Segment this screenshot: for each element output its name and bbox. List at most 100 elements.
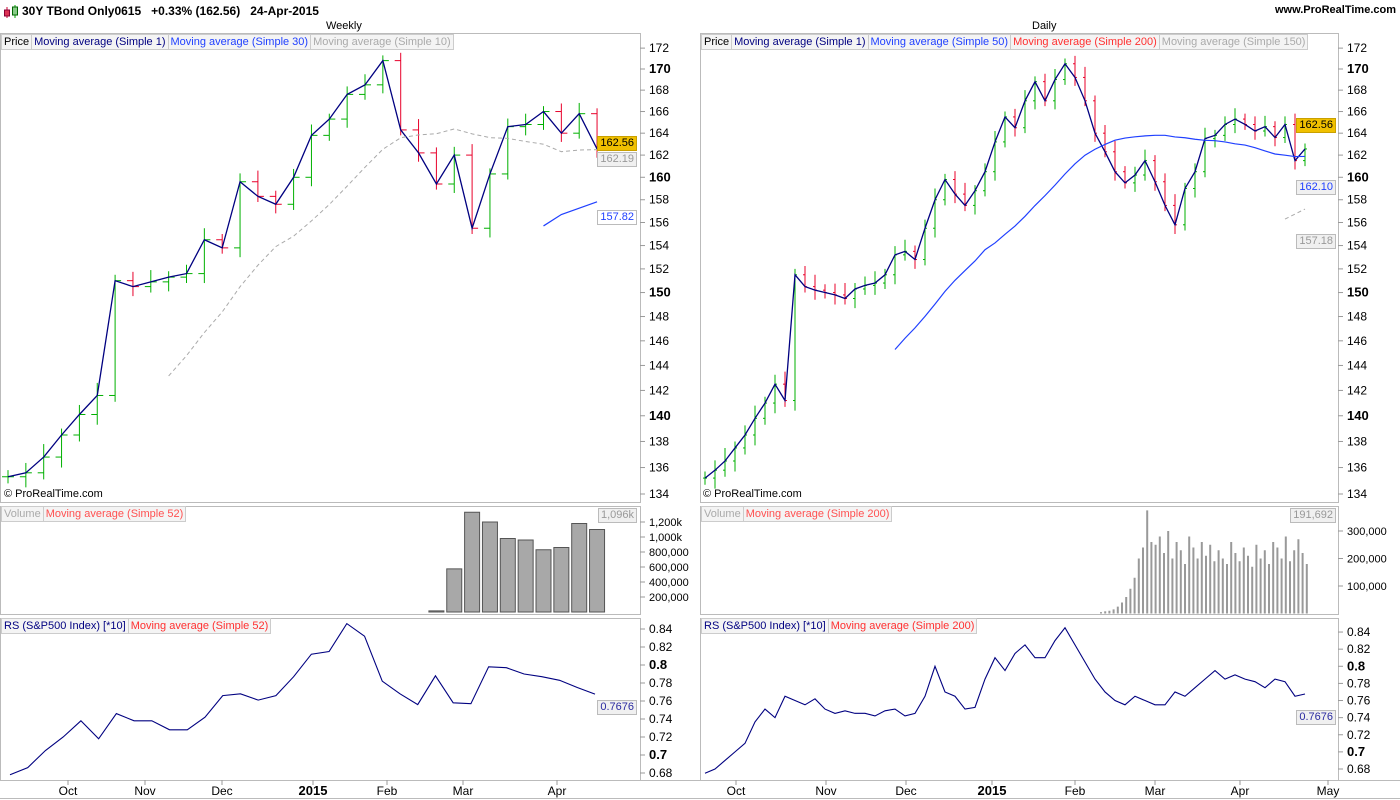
- panel-frame: [700, 506, 1339, 615]
- price-tick-label: 166: [649, 105, 669, 119]
- panel-frame: [700, 618, 1339, 781]
- rs-tick-label: 0.76: [1347, 694, 1371, 708]
- weekly-price-legend: Price Moving average (Simple 1) Moving a…: [1, 34, 454, 50]
- daily-ma50-tag: 162.10: [1296, 180, 1336, 195]
- price-tick-label: 140: [1347, 408, 1369, 423]
- legend-ma10[interactable]: Moving average (Simple 10): [310, 34, 454, 50]
- volume-bar: [1104, 611, 1107, 614]
- volume-bar: [1259, 558, 1262, 614]
- legend-ma150[interactable]: Moving average (Simple 150): [1158, 34, 1309, 50]
- rs-tick-label: 0.84: [649, 622, 673, 636]
- legend-price[interactable]: Price: [701, 34, 733, 50]
- volume-bar: [1205, 555, 1207, 614]
- rs-tick-label: 0.74: [1347, 711, 1371, 725]
- weekly-rs-tag: 0.7676: [597, 700, 637, 715]
- x-tick-label: Oct: [727, 784, 746, 798]
- price-tick-label: 144: [1347, 358, 1367, 372]
- price-tick-label: 170: [1347, 61, 1369, 76]
- price-tick-label: 168: [1347, 83, 1367, 97]
- daily-rs-legend: RS (S&P500 Index) [*10] Moving average (…: [701, 618, 978, 634]
- volume-bar: [517, 539, 534, 613]
- instrument-title: 30Y TBond Only0615 +0.33% (162.56) 24-Ap…: [22, 4, 319, 18]
- price-tick-label: 160: [1347, 169, 1369, 184]
- legend-rs-ma[interactable]: Moving average (Simple 200): [827, 618, 978, 634]
- price-tick-label: 164: [649, 126, 669, 140]
- volume-bar: [1150, 542, 1153, 614]
- volume-bar: [1146, 510, 1149, 614]
- volume-bar: [1251, 566, 1254, 614]
- legend-price[interactable]: Price: [1, 34, 33, 50]
- price-tick-label: 138: [649, 434, 669, 448]
- volume-bar: [1154, 544, 1157, 614]
- price-tick-label: 164: [1347, 126, 1367, 140]
- x-tick-label: Dec: [895, 784, 916, 798]
- volume-bar: [1293, 550, 1296, 614]
- price-tick-label: 166: [1347, 105, 1367, 119]
- price-tick-label: 162: [649, 148, 669, 162]
- site-link[interactable]: www.ProRealTime.com: [1274, 4, 1396, 16]
- volume-bar: [1171, 558, 1174, 614]
- legend-volume[interactable]: Volume: [701, 506, 744, 522]
- daily-rs-tag: 0.7676: [1296, 710, 1336, 725]
- volume-tick-label: 200,000: [649, 592, 689, 604]
- x-tick-label: Mar: [1145, 784, 1166, 798]
- ma10-line: [168, 128, 598, 377]
- price-tick-label: 156: [1347, 215, 1367, 229]
- legend-volume-ma[interactable]: Moving average (Simple 52): [42, 506, 187, 522]
- volume-bar: [1263, 550, 1266, 614]
- ma1-line: [7, 59, 598, 478]
- price-tick-label: 156: [649, 215, 669, 229]
- legend-ma50[interactable]: Moving average (Simple 50): [867, 34, 1012, 50]
- price-tick-label: 148: [1347, 310, 1367, 324]
- volume-bar: [1137, 558, 1140, 614]
- legend-ma200[interactable]: Moving average (Simple 200): [1010, 34, 1160, 50]
- volume-bar: [499, 538, 516, 613]
- volume-bar: [446, 568, 463, 613]
- price-tick-label: 134: [649, 487, 669, 501]
- volume-tick-label: 400,000: [649, 577, 689, 589]
- legend-ma1[interactable]: Moving average (Simple 1): [31, 34, 169, 50]
- volume-bar: [1226, 564, 1228, 614]
- daily-last-price-tag: 162.56: [1296, 118, 1336, 133]
- rs-tick-label: 0.8: [649, 657, 667, 672]
- volume-bar: [1175, 542, 1178, 614]
- legend-ma30[interactable]: Moving average (Simple 30): [167, 34, 312, 50]
- ma1-line: [704, 62, 1306, 479]
- rs-tick-label: 0.78: [649, 676, 673, 690]
- volume-bar: [1192, 547, 1195, 614]
- volume-bar: [1108, 610, 1111, 614]
- legend-volume-ma[interactable]: Moving average (Simple 200): [742, 506, 893, 522]
- price-tick-label: 152: [1347, 262, 1367, 276]
- volume-bar: [428, 610, 445, 613]
- x-tick-label: Oct: [59, 784, 78, 798]
- legend-rs[interactable]: RS (S&P500 Index) [*10]: [1, 618, 129, 634]
- weekly-ma30-tag: 157.82: [597, 210, 637, 225]
- daily-ma150-tag: 157.18: [1296, 234, 1336, 249]
- volume-bar: [1167, 531, 1170, 614]
- x-tick-label: 2015: [299, 783, 328, 798]
- volume-bar: [1125, 597, 1128, 614]
- price-tick-label: 154: [649, 239, 669, 253]
- panel-frame: [700, 33, 1339, 503]
- volume-tick-label: 1,200k: [649, 517, 683, 529]
- x-tick-label: Dec: [211, 784, 232, 798]
- legend-volume[interactable]: Volume: [1, 506, 44, 522]
- panel-frame: [0, 618, 641, 781]
- x-tick-label: Mar: [453, 784, 474, 798]
- legend-rs[interactable]: RS (S&P500 Index) [*10]: [701, 618, 829, 634]
- volume-bar: [1284, 536, 1287, 614]
- legend-ma1[interactable]: Moving average (Simple 1): [731, 34, 869, 50]
- legend-rs-ma[interactable]: Moving average (Simple 52): [127, 618, 272, 634]
- price-tick-label: 148: [649, 310, 669, 324]
- price-tick-label: 158: [1347, 193, 1367, 207]
- price-tick-label: 158: [649, 193, 669, 207]
- volume-bar: [1213, 561, 1216, 614]
- rs-tick-label: 0.76: [649, 694, 673, 708]
- price-tick-label: 140: [649, 408, 671, 423]
- x-tick-label: Feb: [377, 784, 398, 798]
- price-tick-label: 142: [649, 383, 669, 397]
- daily-volume-tag: 191,692: [1290, 508, 1336, 523]
- daily-price-legend: Price Moving average (Simple 1) Moving a…: [701, 34, 1309, 50]
- rs-tick-label: 0.82: [649, 640, 673, 654]
